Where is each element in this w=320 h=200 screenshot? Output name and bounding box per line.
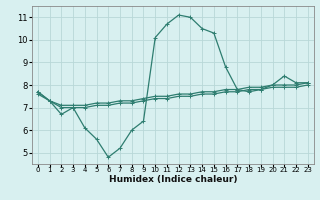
X-axis label: Humidex (Indice chaleur): Humidex (Indice chaleur) xyxy=(108,175,237,184)
